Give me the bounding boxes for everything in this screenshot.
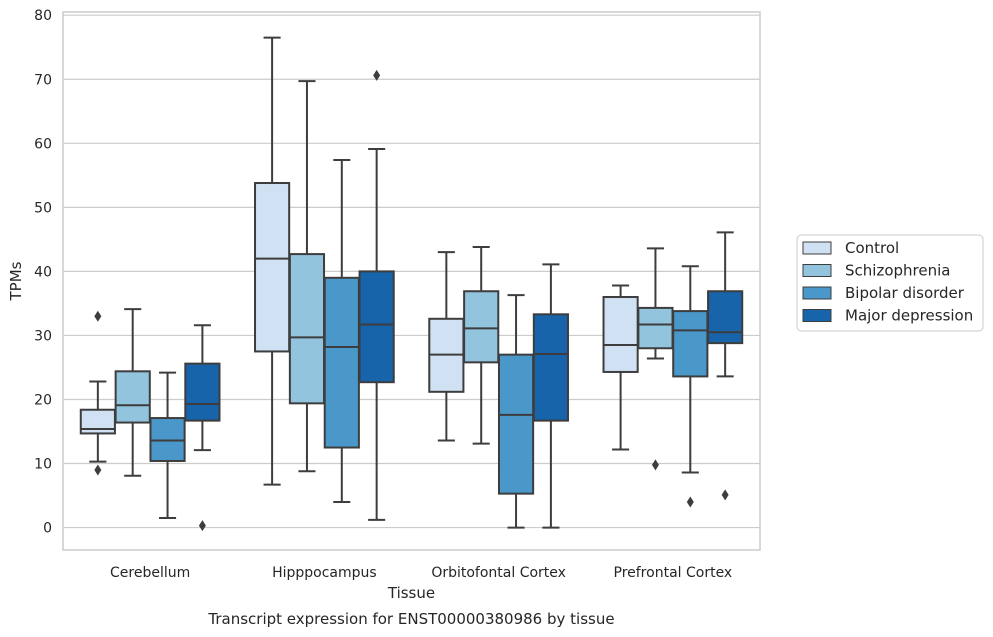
y-tick-label: 70 [34,72,52,88]
box-plot [463,246,500,445]
box-plot [497,294,535,529]
box [358,270,395,384]
box-plot [532,263,569,529]
box-plot [114,308,151,477]
box [672,310,709,378]
legend-label: Control [845,239,899,257]
y-tick-label: 40 [34,264,52,280]
chart-title: Transcript expression for ENST0000038098… [207,610,614,628]
box-plot [428,251,465,442]
legend-label: Bipolar disorder [845,284,965,302]
box [707,290,744,345]
box-plot [323,158,360,503]
box-plot [602,284,639,451]
y-tick-label: 20 [34,392,52,408]
box-plot [184,324,221,532]
outlier-point [198,520,206,532]
legend-label: Schizophrenia [845,262,950,280]
box [463,290,500,364]
box [323,276,360,449]
x-tick-label: Orbitofontal Cortex [431,565,566,581]
legend-swatch [802,309,832,322]
x-tick-labels: Cerebellum Hipppocampus Orbitofontal Corte… [110,565,732,581]
box-plot [672,265,709,508]
outlier-point [373,69,381,81]
y-tick-label: 60 [34,136,52,152]
box [532,313,569,422]
y-tick-labels: 0 10 20 30 40 50 60 70 80 [34,8,52,536]
box [114,370,151,424]
y-axis-label: TPMs [7,261,25,301]
legend-swatch [802,241,832,255]
box-plot [79,310,116,476]
box [637,306,674,350]
box-plot [637,247,674,471]
box-plot [288,80,326,473]
box [497,353,535,495]
legend: Control Schizophrenia Bipolar disorder Majo… [796,234,984,332]
y-tick-label: 10 [34,457,52,473]
box-plots [79,36,744,532]
legend-swatch [802,286,832,300]
box-plot [707,231,744,501]
y-tick-label: 80 [34,8,52,24]
plot-frame [62,11,761,551]
box-plot [149,371,186,519]
box [288,253,326,405]
y-tick-label: 0 [43,521,52,537]
outlier-point [651,459,659,471]
outlier-point [94,310,102,322]
box [184,362,221,422]
outlier-point [94,464,102,476]
outlier-point [721,489,729,501]
x-tick-label: Cerebellum [110,565,190,581]
x-tick-label: Prefrontal Cortex [614,565,733,581]
box [254,182,291,353]
box-plot [254,36,291,486]
legend-swatch [802,264,832,277]
box [602,296,639,373]
legend-label: Major depression [845,307,973,325]
legend-frame [796,234,984,332]
box-plot [358,69,395,521]
y-tick-label: 50 [34,200,52,216]
outlier-point [686,496,694,508]
y-tick-label: 30 [34,328,52,344]
grid-lines [63,14,760,529]
x-axis-label: Tissue [387,584,435,602]
x-tick-label: Hipppocampus [272,565,377,581]
